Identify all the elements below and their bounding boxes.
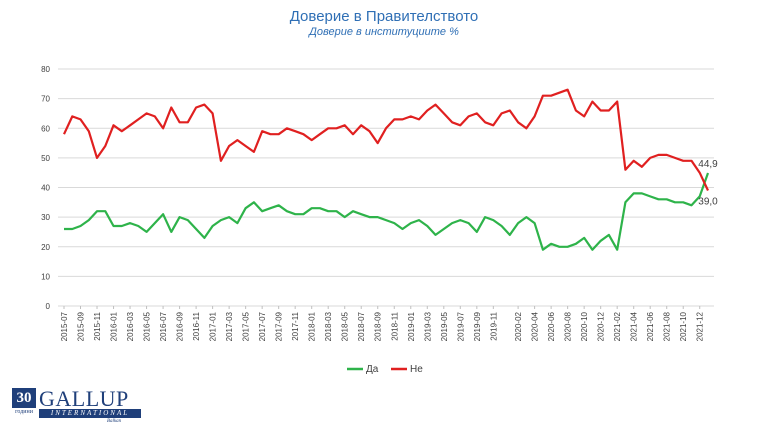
x-tick-label: 2017-01 (209, 311, 218, 341)
x-axis-ticks: 2015-07 2015-09 2015-11 2016-01 2016-03 2016-… (60, 306, 705, 341)
x-tick-label: 2018-05 (341, 311, 350, 341)
x-tick-label: 2020-08 (564, 311, 573, 341)
x-tick-label: 2016-11 (192, 311, 201, 340)
y-tick-label: 80 (41, 65, 50, 74)
x-tick-label: 2016-03 (126, 311, 135, 341)
x-tick-label: 2017-07 (258, 311, 267, 341)
x-tick-label: 2020-06 (547, 311, 556, 341)
logo-international: INTERNATIONAL (39, 409, 141, 418)
x-tick-label: 2020-02 (514, 311, 523, 341)
gallup-logo: 30 години GALLUP INTERNATIONAL Balkan (12, 386, 141, 428)
x-tick-label: 2018-01 (308, 311, 317, 341)
y-tick-label: 50 (41, 154, 50, 163)
x-tick-label: 2019-01 (407, 311, 416, 341)
y-tick-label: 30 (41, 213, 50, 222)
logo-years-label: години (15, 409, 33, 415)
y-tick-label: 60 (41, 124, 50, 133)
y-tick-label: 0 (46, 302, 51, 311)
legend: Да Не (347, 364, 423, 375)
x-tick-label: 2021-02 (613, 311, 622, 341)
x-tick-label: 2020-04 (531, 311, 540, 341)
end-data-labels: 44,9 39,0 (698, 159, 718, 207)
logo-brand: GALLUP (39, 386, 129, 411)
x-tick-label: 2021-04 (630, 311, 639, 341)
x-tick-label: 2016-01 (110, 311, 119, 341)
x-tick-label: 2017-11 (291, 311, 300, 340)
logo-anniversary-number: 30 (12, 388, 36, 408)
x-tick-label: 2016-07 (159, 311, 168, 341)
x-tick-label: 2018-09 (374, 311, 383, 341)
y-axis-ticks: 0 10 20 30 40 50 60 70 80 (41, 65, 50, 311)
series-line-ne (63, 88, 709, 191)
y-tick-label: 40 (41, 184, 50, 193)
x-tick-label: 2020-12 (597, 311, 606, 341)
x-tick-label: 2020-10 (580, 311, 589, 341)
x-tick-label: 2018-03 (324, 311, 333, 341)
x-tick-label: 2019-09 (473, 311, 482, 341)
x-tick-label: 2015-07 (60, 311, 69, 341)
x-tick-label: 2021-08 (663, 311, 672, 341)
x-tick-label: 2018-11 (390, 311, 399, 340)
y-tick-label: 10 (41, 272, 50, 281)
series-line-da (64, 172, 710, 251)
data-label: 39,0 (698, 196, 718, 207)
x-tick-label: 2018-07 (357, 311, 366, 341)
x-tick-label: 2021-06 (646, 311, 655, 341)
x-tick-label: 2021-10 (679, 311, 688, 341)
x-tick-label: 2015-09 (77, 311, 86, 341)
series-lines (63, 88, 710, 251)
y-tick-label: 70 (41, 95, 50, 104)
x-tick-label: 2019-05 (440, 311, 449, 341)
x-tick-label: 2017-03 (225, 311, 234, 341)
y-tick-label: 20 (41, 243, 50, 252)
legend-label: Да (366, 364, 379, 375)
x-tick-label: 2019-11 (489, 311, 498, 340)
chart-subtitle: Доверие в институциите % (309, 26, 459, 38)
x-tick-label: 2017-09 (275, 311, 284, 341)
data-label: 44,9 (698, 159, 718, 170)
x-tick-label: 2017-05 (242, 311, 251, 341)
x-tick-label: 2021-12 (696, 311, 705, 341)
chart-title: Доверие в Правителството (289, 8, 479, 25)
x-tick-label: 2019-07 (456, 311, 465, 341)
x-tick-label: 2016-09 (176, 311, 185, 341)
legend-label: Не (410, 364, 423, 375)
logo-balkan: Balkan (107, 419, 122, 424)
x-tick-label: 2019-03 (423, 311, 432, 341)
x-tick-label: 2016-05 (143, 311, 152, 341)
x-tick-label: 2015-11 (93, 311, 102, 340)
